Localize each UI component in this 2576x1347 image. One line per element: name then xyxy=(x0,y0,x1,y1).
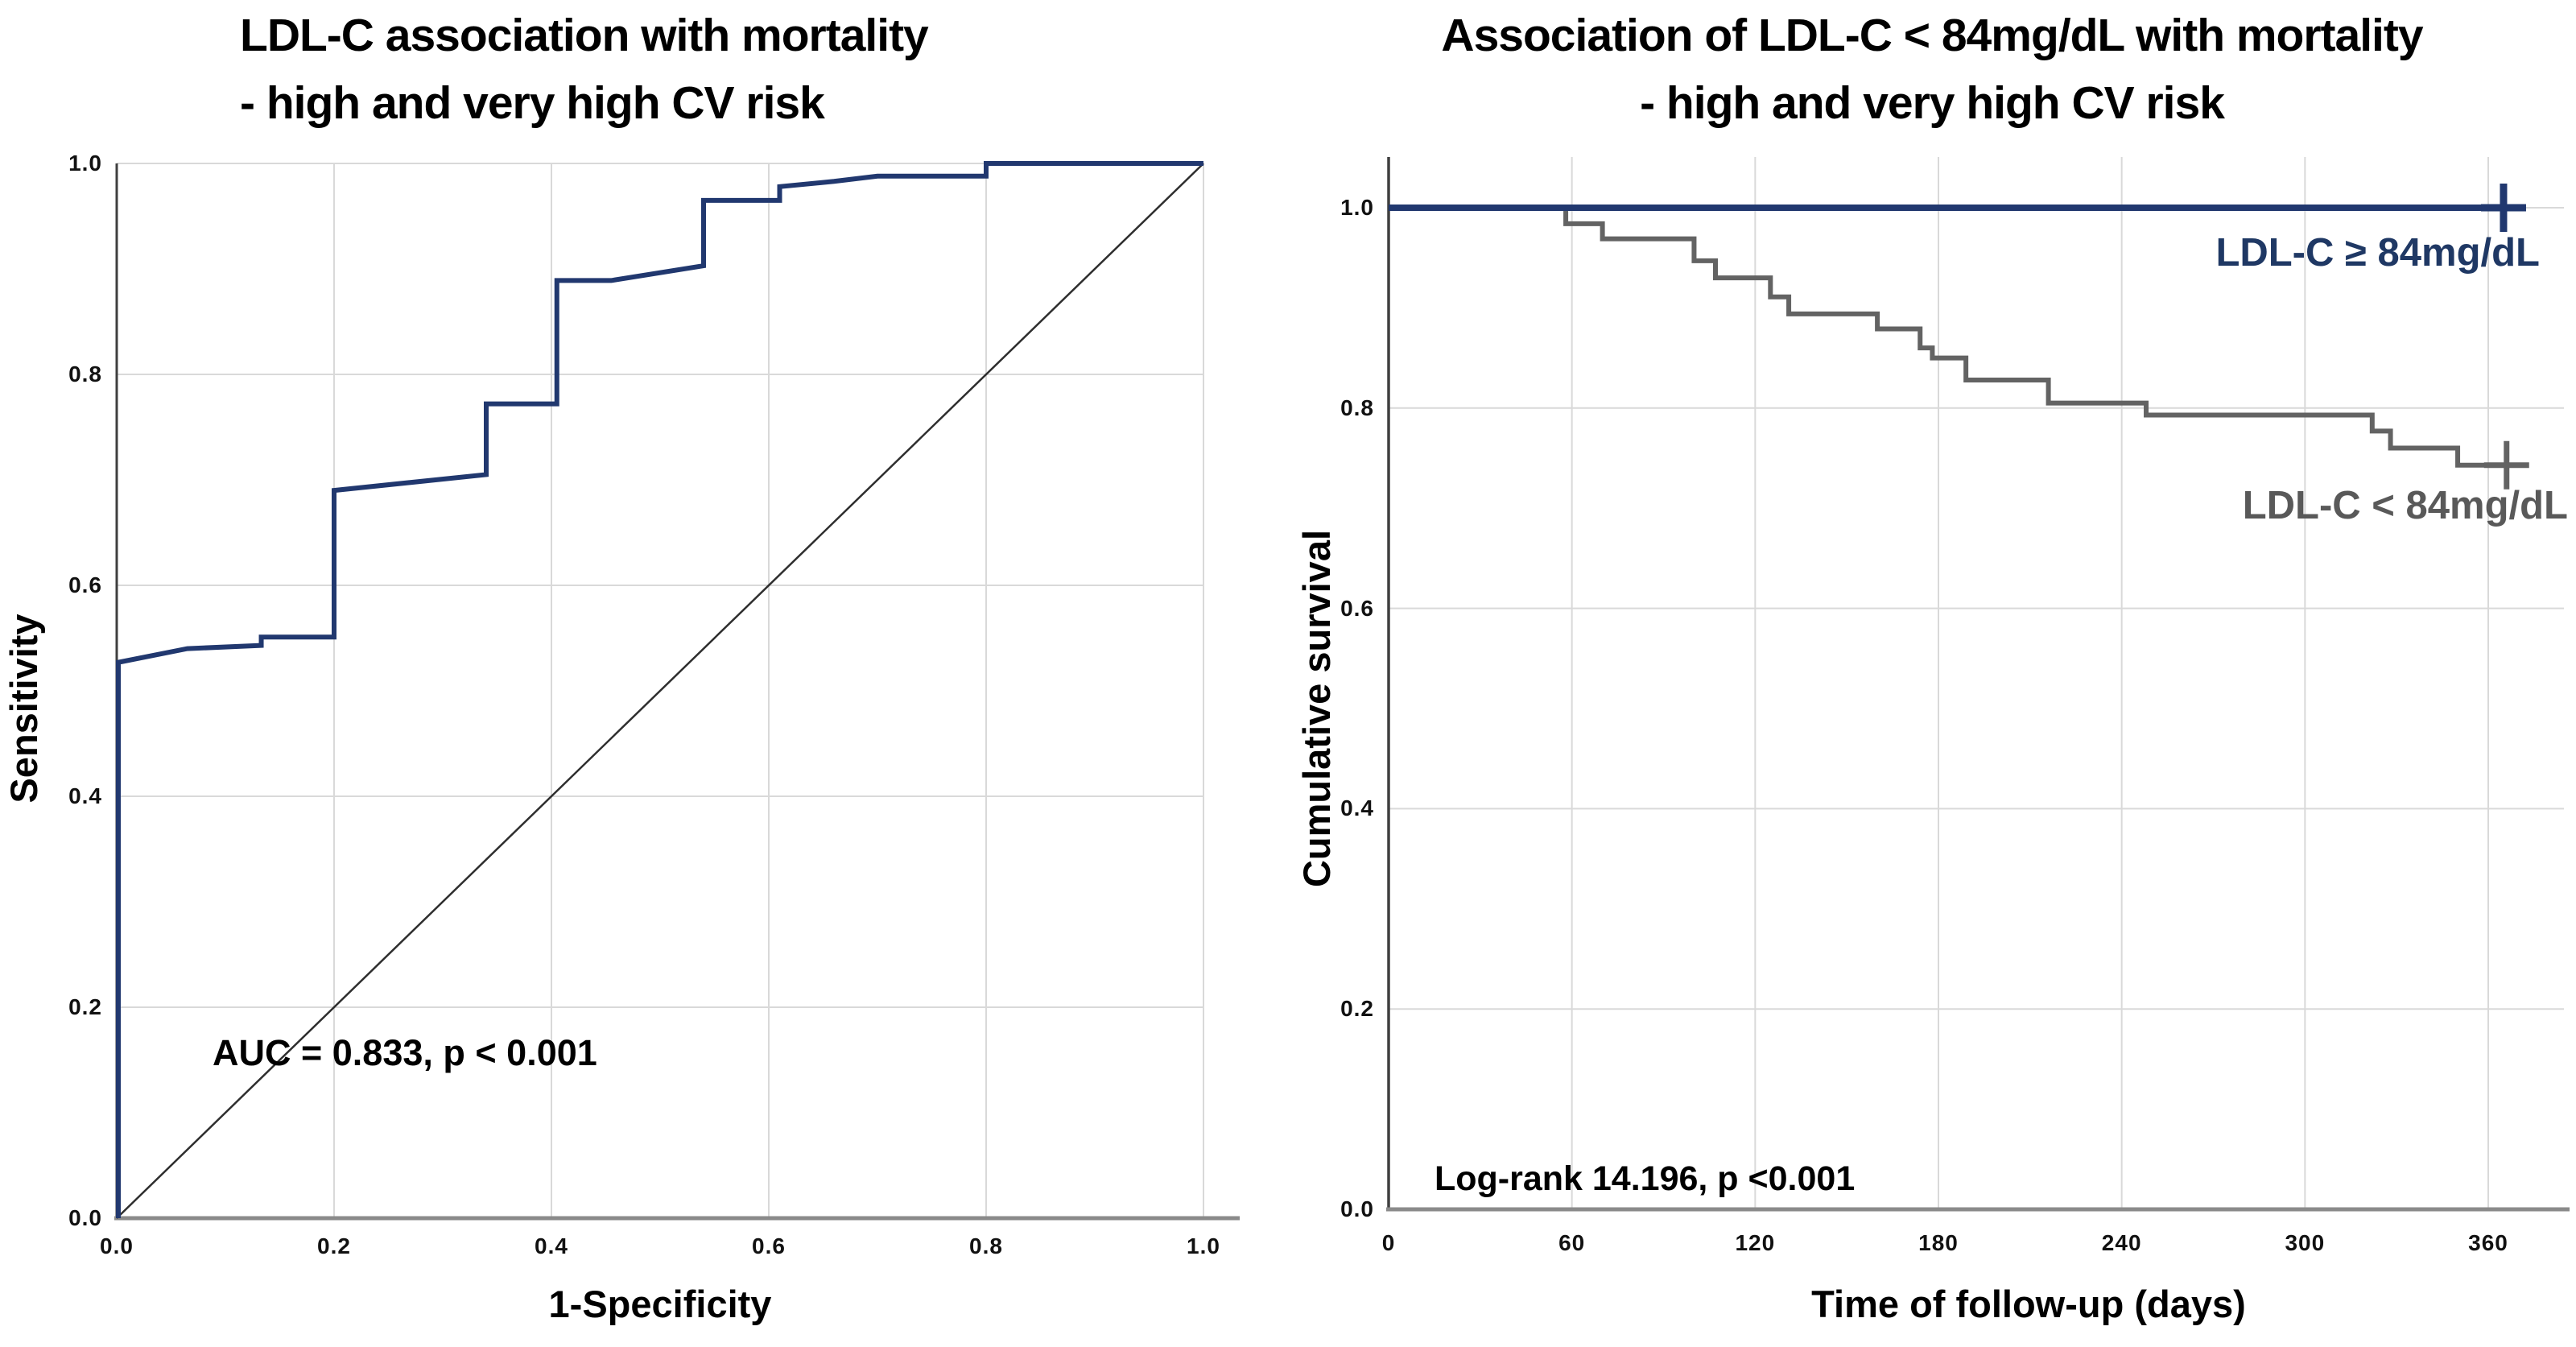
roc-x-tick-label: 0.8 xyxy=(969,1233,1003,1258)
km-chart-title-line1: Association of LDL-C < 84mg/dL with mort… xyxy=(1441,10,2423,61)
km-y-tick-label: 0.4 xyxy=(1340,795,1374,821)
roc-x-axis-title: 1-Specificity xyxy=(548,1283,772,1325)
roc-x-tick-label: 0.2 xyxy=(317,1233,351,1258)
km-y-tick-label: 1.0 xyxy=(1340,195,1374,220)
km-x-tick-label: 360 xyxy=(2468,1230,2508,1255)
roc-curve xyxy=(116,161,1203,1218)
km-series-label-ldl-lt-84: LDL-C < 84mg/dL xyxy=(2242,484,2568,527)
km-curve-ldl-lt-84 xyxy=(1389,205,2519,468)
auc-annotation: AUC = 0.833, p < 0.001 xyxy=(213,1032,597,1073)
km-y-tick-label: 0.2 xyxy=(1340,996,1374,1022)
km-x-tick-label: 240 xyxy=(2101,1230,2142,1255)
km-x-tick-label: 0 xyxy=(1381,1230,1396,1255)
roc-x-tick-label: 1.0 xyxy=(1187,1233,1220,1258)
roc-chart-title-line2: - high and very high CV risk xyxy=(240,77,825,129)
roc-y-tick-label: 1.0 xyxy=(68,151,102,176)
km-x-tick-label: 180 xyxy=(1918,1230,1959,1255)
roc-x-tick-label: 0.6 xyxy=(752,1233,786,1258)
roc-y-tick-label: 0.6 xyxy=(68,572,102,597)
km-x-axis-title: Time of follow-up (days) xyxy=(1811,1283,2246,1325)
roc-chart-title-line1: LDL-C association with mortality xyxy=(240,10,929,61)
roc-y-axis-title: Sensitivity xyxy=(2,614,45,804)
roc-x-tick-label: 0.0 xyxy=(100,1233,134,1258)
km-series-label-ldl-ge-84: LDL-C ≥ 84mg/dL xyxy=(2215,231,2540,275)
roc-reference-diagonal xyxy=(116,163,1204,1219)
km-x-tick-label: 60 xyxy=(1558,1230,1586,1255)
km-chart-title: Association of LDL-C < 84mg/dL with mort… xyxy=(1288,2,2576,137)
km-x-tick-label: 300 xyxy=(2285,1230,2326,1255)
roc-x-tick-label: 0.4 xyxy=(535,1233,568,1258)
roc-y-tick-label: 0.4 xyxy=(68,783,102,808)
logrank-annotation: Log-rank 14.196, p <0.001 xyxy=(1435,1159,1856,1198)
km-chart-title-line2: - high and very high CV risk xyxy=(1640,77,2225,129)
km-y-tick-label: 0.8 xyxy=(1340,395,1374,420)
roc-y-tick-label: 0.0 xyxy=(68,1205,102,1230)
km-y-tick-label: 0.0 xyxy=(1340,1196,1374,1221)
roc-y-tick-label: 0.2 xyxy=(68,994,102,1019)
km-y-tick-label: 0.6 xyxy=(1340,595,1374,621)
km-y-axis-title: Cumulative survival xyxy=(1295,529,1338,888)
roc-chart-title: LDL-C association with mortality - high … xyxy=(240,2,929,137)
km-x-tick-label: 120 xyxy=(1735,1230,1776,1255)
roc-y-tick-label: 0.8 xyxy=(68,362,102,386)
